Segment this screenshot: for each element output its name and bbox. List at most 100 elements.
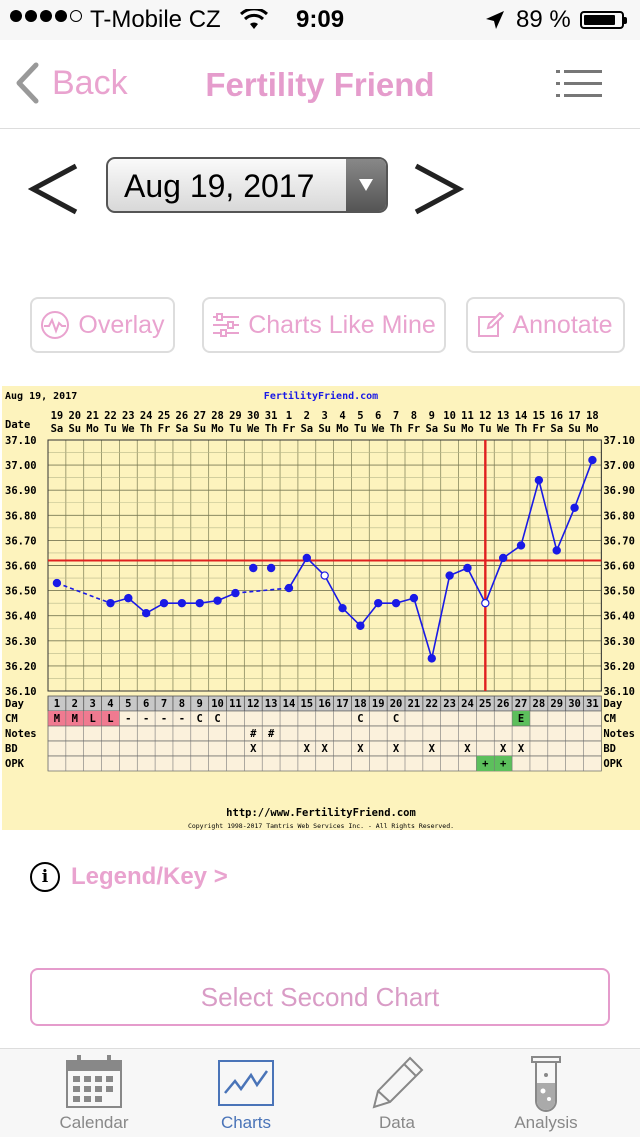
day-number: 13 <box>265 698 278 710</box>
previous-date-button[interactable] <box>27 162 80 221</box>
weekday-label: Mo <box>336 423 349 435</box>
day-number: 3 <box>89 698 95 710</box>
calendar-icon <box>65 1055 123 1114</box>
back-button[interactable]: Back <box>14 62 128 104</box>
temperature-point <box>231 588 240 598</box>
date-dropdown[interactable]: Aug 19, 2017 <box>106 157 388 213</box>
charts-like-mine-button[interactable]: Charts Like Mine <box>202 297 446 353</box>
temperature-segment <box>430 575 451 659</box>
cm-value: C <box>393 713 399 725</box>
tab-data-label: Data <box>379 1113 415 1132</box>
cm-cell-fill <box>512 711 530 726</box>
tab-data[interactable]: Data <box>317 1049 477 1137</box>
cm-value: L <box>107 713 113 725</box>
bd-value: X <box>393 743 400 755</box>
day-number: 15 <box>300 698 313 710</box>
day-number: 11 <box>229 698 242 710</box>
temperature-segment-dashed <box>235 587 290 594</box>
y-tick-label-right: 36.80 <box>603 510 635 522</box>
tab-analysis[interactable]: Analysis <box>466 1049 626 1137</box>
day-number: 1 <box>54 698 60 710</box>
cm-cell-fill <box>83 711 102 726</box>
day-number: 7 <box>161 698 167 710</box>
date-label: 24 <box>140 410 153 422</box>
date-label: 22 <box>104 410 117 422</box>
date-label: 4 <box>339 410 345 422</box>
temperature-point <box>124 593 133 603</box>
tab-calendar[interactable]: Calendar <box>14 1049 174 1137</box>
y-tick-label-left: 36.70 <box>5 535 37 547</box>
day-number: 27 <box>515 698 528 710</box>
date-label: 14 <box>515 410 528 422</box>
day-number: 10 <box>211 698 224 710</box>
charts-like-mine-label: Charts Like Mine <box>248 310 436 339</box>
hamburger-menu-icon[interactable] <box>556 70 602 103</box>
temperature-segment <box>413 597 433 659</box>
date-label: 21 <box>86 410 99 422</box>
date-label: 7 <box>393 410 399 422</box>
day-number: 2 <box>72 698 78 710</box>
day-number: 22 <box>425 698 438 710</box>
day-number: 6 <box>143 698 149 710</box>
weekday-label: We <box>247 423 260 435</box>
day-number: 18 <box>354 698 367 710</box>
opk-row-bg <box>47 755 602 772</box>
bd-row-label: BD <box>5 743 18 755</box>
charts-icon <box>217 1055 275 1112</box>
legend-key-label: Legend/Key > <box>71 863 228 890</box>
day-row-label: Day <box>5 698 25 710</box>
chevron-left-icon <box>16 62 39 104</box>
weekday-label: Tu <box>354 423 367 435</box>
date-label: 20 <box>68 410 81 422</box>
day-number: 21 <box>408 698 421 710</box>
cm-value: - <box>161 713 167 725</box>
weekday-label: Sa <box>300 423 313 435</box>
temperature-point <box>516 541 526 550</box>
weekday-label: Mo <box>86 423 99 435</box>
date-navigation: Aug 19, 2017 <box>0 150 640 230</box>
pencil-icon <box>368 1055 426 1116</box>
y-tick-label-right: 36.90 <box>603 485 635 497</box>
day-number: 23 <box>443 698 456 710</box>
weekday-label: Su <box>68 423 81 435</box>
signal-strength-icon <box>10 10 82 22</box>
temperature-point <box>356 621 365 630</box>
select-second-chart-button[interactable]: Select Second Chart <box>30 968 610 1026</box>
weekday-label: Th <box>265 423 278 435</box>
cm-value: C <box>197 713 203 725</box>
weekday-label: Fr <box>283 423 296 435</box>
edit-icon <box>478 312 505 337</box>
temperature-point <box>481 598 490 608</box>
bd-value: X <box>518 743 525 755</box>
y-tick-label-left: 36.10 <box>5 686 37 698</box>
cm-value: L <box>89 713 95 725</box>
day-number: 14 <box>283 698 296 710</box>
tab-charts[interactable]: Charts <box>166 1049 326 1137</box>
wifi-icon <box>239 7 269 38</box>
temperature-point <box>52 578 62 588</box>
weekday-label: Fr <box>533 423 546 435</box>
temperature-point <box>159 598 169 608</box>
overlay-button[interactable]: Overlay <box>30 297 175 353</box>
date-label: 28 <box>211 410 224 422</box>
opk-value: + <box>500 758 506 770</box>
weekday-label: Sa <box>425 423 438 435</box>
day-number: 24 <box>461 698 474 710</box>
bbt-chart[interactable]: Aug 19, 2017 FertilityFriend.com Date 19 Sa 2… <box>2 386 640 830</box>
date-label: 30 <box>247 410 260 422</box>
date-label: 19 <box>51 410 64 422</box>
y-tick-label-right: 36.60 <box>603 561 635 573</box>
notes-row-bg <box>47 725 602 742</box>
annotate-button[interactable]: Annotate <box>466 297 625 353</box>
legend-key-link[interactable]: i Legend/Key > <box>30 862 228 892</box>
temperature-segment <box>520 479 540 546</box>
chevron-right-icon <box>414 163 465 215</box>
y-tick-label-left: 37.10 <box>5 435 37 447</box>
weekday-label: Mo <box>461 423 474 435</box>
next-date-button[interactable] <box>412 162 465 221</box>
temperature-point <box>463 563 472 573</box>
temperature-segment <box>323 575 344 609</box>
back-label: Back <box>52 63 128 102</box>
location-arrow-icon <box>484 9 506 38</box>
date-label: 3 <box>322 410 328 422</box>
